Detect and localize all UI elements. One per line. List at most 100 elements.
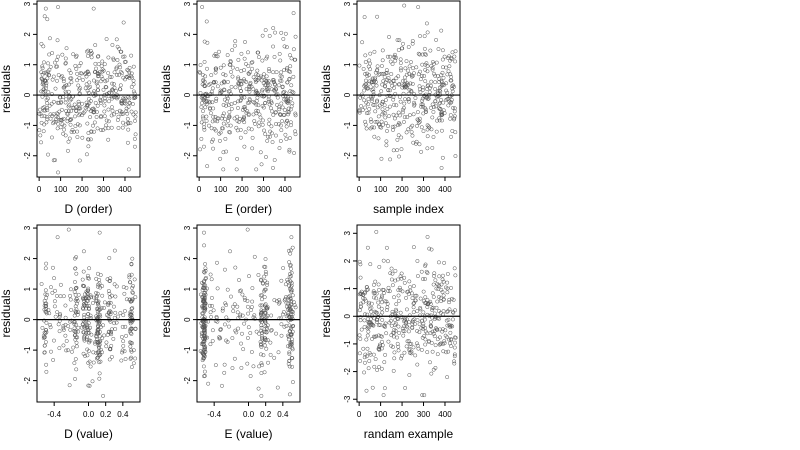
data-point <box>120 71 124 76</box>
data-point <box>39 41 44 46</box>
data-point <box>428 320 433 324</box>
data-point <box>430 329 435 334</box>
data-point <box>260 122 265 127</box>
data-point <box>129 355 134 360</box>
data-point <box>82 338 87 343</box>
data-point <box>417 119 422 124</box>
data-point <box>386 76 391 81</box>
data-point <box>445 323 450 328</box>
data-point <box>423 62 428 67</box>
data-point <box>109 75 114 79</box>
data-point <box>383 111 388 116</box>
data-point <box>242 295 247 300</box>
data-point <box>398 99 403 104</box>
data-point <box>248 374 253 379</box>
data-point <box>415 309 420 314</box>
data-point <box>229 106 234 111</box>
data-point <box>122 291 127 296</box>
data-point <box>74 296 79 301</box>
data-point <box>398 57 403 62</box>
data-point <box>42 114 47 119</box>
data-point <box>61 79 66 84</box>
data-point <box>40 66 45 71</box>
data-point <box>74 53 79 58</box>
data-point <box>127 275 132 280</box>
data-point <box>233 328 238 333</box>
data-point <box>250 66 254 71</box>
data-point <box>246 87 251 92</box>
data-point <box>289 355 294 360</box>
data-point <box>114 110 119 115</box>
data-point <box>46 308 51 312</box>
data-point <box>87 266 92 271</box>
data-point <box>404 307 409 312</box>
data-point <box>247 274 251 279</box>
data-point <box>49 135 54 140</box>
data-point <box>359 291 364 296</box>
data-point <box>439 97 443 102</box>
data-point <box>104 344 109 349</box>
data-point <box>287 136 292 141</box>
data-point <box>242 104 247 109</box>
data-point <box>402 319 406 324</box>
data-point <box>217 335 222 340</box>
plot-frame <box>36 224 141 403</box>
y-tick-label: -1 <box>23 121 32 129</box>
data-point <box>85 88 90 93</box>
data-point <box>120 324 125 329</box>
data-point <box>409 89 414 94</box>
data-point <box>403 386 408 390</box>
data-point <box>210 328 215 333</box>
data-point <box>434 326 438 331</box>
data-point <box>440 112 445 117</box>
data-point <box>95 284 100 289</box>
data-point <box>236 106 240 110</box>
data-point <box>291 74 296 79</box>
data-point <box>120 125 125 130</box>
data-point <box>221 121 226 126</box>
data-point <box>73 124 78 128</box>
data-point <box>435 337 440 342</box>
data-point <box>250 146 255 151</box>
data-point <box>235 156 240 161</box>
data-point <box>374 296 379 301</box>
data-point <box>124 285 129 290</box>
data-point <box>62 127 66 132</box>
data-point <box>407 279 412 284</box>
data-point <box>288 64 293 69</box>
data-point <box>429 63 434 68</box>
data-point <box>361 300 366 305</box>
data-point <box>56 5 60 10</box>
data-point <box>102 114 107 119</box>
data-point <box>57 109 62 114</box>
data-point <box>440 329 445 334</box>
data-point <box>453 273 458 278</box>
data-point <box>238 312 243 317</box>
data-point <box>411 305 416 310</box>
data-point <box>439 84 444 89</box>
data-point <box>285 344 290 349</box>
data-point <box>244 110 249 115</box>
data-point <box>435 118 439 123</box>
data-point <box>37 111 42 116</box>
data-point <box>74 367 79 372</box>
data-point <box>407 113 412 118</box>
data-point <box>52 304 57 309</box>
data-point <box>406 289 411 294</box>
data-point <box>210 119 215 124</box>
data-point <box>285 307 290 312</box>
data-point <box>428 360 432 365</box>
data-point <box>58 100 63 105</box>
data-point <box>76 292 81 297</box>
data-point <box>362 370 367 375</box>
data-point <box>245 298 250 303</box>
data-point <box>250 299 255 304</box>
data-point <box>76 329 81 334</box>
data-point <box>223 136 228 141</box>
data-point <box>388 104 392 109</box>
data-point <box>282 108 287 112</box>
data-point <box>121 344 126 348</box>
data-point <box>265 138 270 143</box>
data-point <box>235 67 240 72</box>
data-point <box>72 320 77 324</box>
